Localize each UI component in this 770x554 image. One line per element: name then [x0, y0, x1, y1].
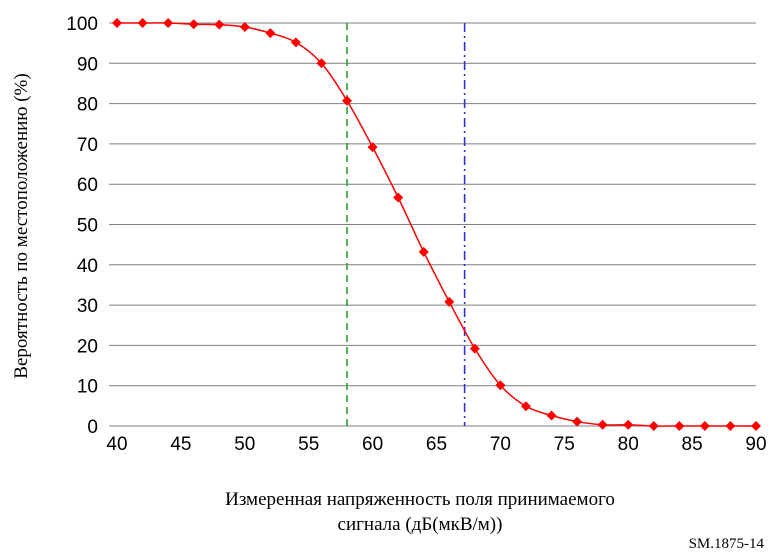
data-point: [597, 419, 608, 430]
figure-id: SM.1875-14: [689, 536, 765, 552]
x-tick-label: 55: [298, 434, 319, 455]
y-tick-label: 0: [87, 417, 98, 438]
y-axis-label: Вероятность по местоположению (%): [11, 73, 32, 378]
x-tick-label: 60: [362, 434, 383, 455]
y-tick-label: 60: [77, 175, 98, 196]
y-tick-labels: 0 10 20 30 40 50 60 70 80 90 100: [66, 14, 98, 438]
x-tick-label: 45: [170, 434, 191, 455]
y-tick-label: 80: [77, 95, 98, 116]
x-tick-label: 65: [426, 434, 447, 455]
y-tick-label: 30: [77, 296, 98, 317]
data-point: [188, 19, 199, 30]
grid-lines: [109, 22, 756, 427]
data-point: [623, 419, 634, 430]
y-tick-label: 100: [66, 14, 98, 35]
data-point: [469, 343, 480, 354]
data-point: [418, 246, 429, 257]
data-point: [367, 142, 378, 153]
x-tick-labels: 40 45 50 55 60 65 70 75 80 85 90: [106, 434, 766, 455]
data-point: [393, 192, 404, 203]
data-point: [214, 19, 225, 30]
x-tick-label: 50: [234, 434, 255, 455]
data-point: [137, 18, 148, 28]
x-tick-label: 85: [682, 434, 703, 455]
data-point: [520, 401, 531, 412]
data-point: [725, 421, 736, 431]
x-tick-label: 90: [745, 434, 766, 455]
data-point: [546, 410, 557, 421]
x-axis-label-line2: сигнала (дБ(мкВ/м)): [338, 514, 503, 535]
data-point: [316, 58, 327, 69]
data-point: [290, 37, 301, 48]
data-point: [163, 18, 174, 28]
data-point: [699, 421, 710, 431]
data-point: [648, 421, 659, 431]
y-tick-label: 90: [77, 54, 98, 75]
y-tick-label: 10: [77, 377, 98, 398]
y-tick-label: 40: [77, 256, 98, 277]
x-tick-label: 80: [618, 434, 639, 455]
y-tick-label: 20: [77, 336, 98, 357]
y-tick-label: 50: [77, 216, 98, 237]
data-point: [342, 95, 353, 106]
data-point: [674, 421, 685, 431]
series-markers: [112, 18, 761, 431]
x-axis-label-line1: Измеренная напряженность поля принимаемо…: [225, 489, 615, 510]
x-tick-label: 75: [554, 434, 575, 455]
data-point: [495, 380, 506, 391]
data-point: [572, 416, 583, 427]
data-point: [751, 421, 761, 431]
data-point: [265, 28, 276, 39]
data-point: [239, 22, 250, 33]
x-tick-label: 40: [106, 434, 127, 455]
data-point: [444, 296, 455, 307]
x-tick-label: 70: [490, 434, 511, 455]
data-point: [112, 18, 122, 28]
y-tick-label: 70: [77, 135, 98, 156]
